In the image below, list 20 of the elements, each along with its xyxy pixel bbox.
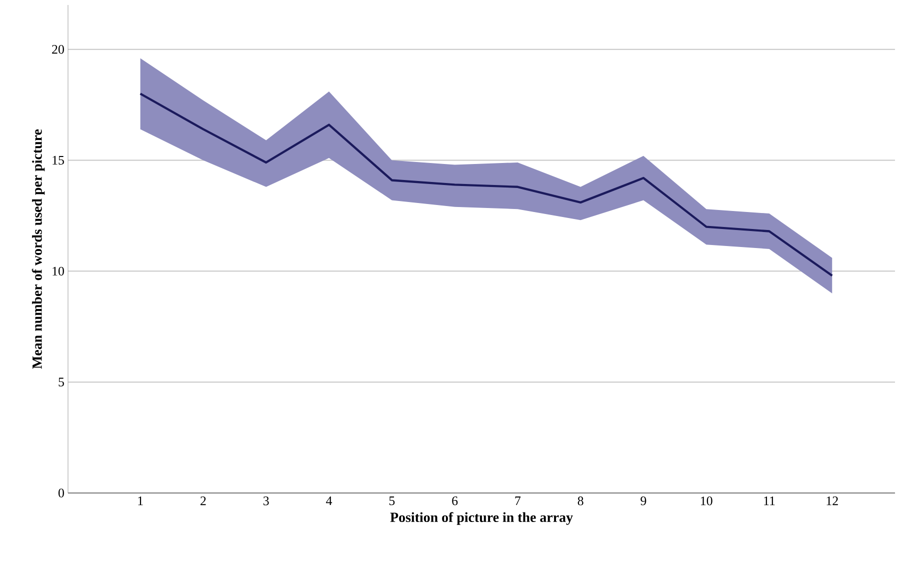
x-tick-label: 12	[826, 496, 838, 506]
x-tick-label: 6	[452, 496, 458, 506]
x-tick-label: 5	[389, 496, 395, 506]
y-axis-title: Mean number of words used per picture	[32, 129, 45, 369]
y-tick-label: 10	[52, 266, 64, 276]
x-tick-label: 11	[764, 496, 775, 506]
y-tick-label: 20	[52, 44, 64, 54]
x-tick-label: 2	[200, 496, 206, 506]
x-tick-label: 8	[578, 496, 584, 506]
y-tick-label: 15	[52, 156, 64, 165]
x-tick-label: 4	[326, 496, 332, 506]
x-tick-label: 9	[640, 496, 646, 506]
x-axis-title: Position of picture in the array	[390, 512, 573, 525]
y-tick-label: 0	[58, 488, 64, 498]
x-tick-label: 3	[263, 496, 269, 506]
line-series	[139, 92, 834, 277]
x-tick-label: 10	[701, 496, 712, 506]
x-tick-label: 1	[138, 496, 143, 506]
y-tick-label: 5	[58, 378, 64, 386]
x-tick-label: 7	[515, 496, 521, 505]
